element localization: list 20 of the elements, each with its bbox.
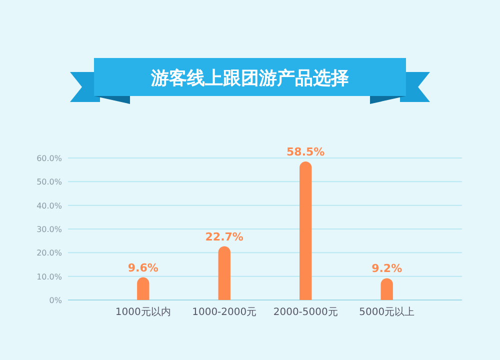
chart-title: 游客线上跟团游产品选择 xyxy=(150,68,349,89)
y-tick-label: 30.0% xyxy=(36,225,62,234)
y-tick-label: 50.0% xyxy=(36,178,62,187)
data-label: 9.6% xyxy=(128,261,158,274)
bar xyxy=(380,278,393,300)
data-label: 9.2% xyxy=(372,262,402,276)
bar xyxy=(218,246,230,300)
x-tick-label: 2000-5000元 xyxy=(273,307,338,318)
x-tick-label: 5000元以上 xyxy=(359,306,415,318)
bar xyxy=(137,277,150,300)
data-label: 58.5% xyxy=(286,146,325,159)
x-tick-label: 1000元以内 xyxy=(115,306,171,318)
x-tick-label: 1000-2000元 xyxy=(192,307,257,318)
y-tick-label: 0% xyxy=(49,296,62,305)
y-tick-label: 60.0% xyxy=(36,154,62,163)
data-label: 22.7% xyxy=(205,230,244,244)
y-tick-label: 20.0% xyxy=(36,248,62,258)
bar xyxy=(300,162,312,300)
y-tick-label: 10.0% xyxy=(36,272,62,282)
y-tick-label: 40.0% xyxy=(36,201,62,210)
